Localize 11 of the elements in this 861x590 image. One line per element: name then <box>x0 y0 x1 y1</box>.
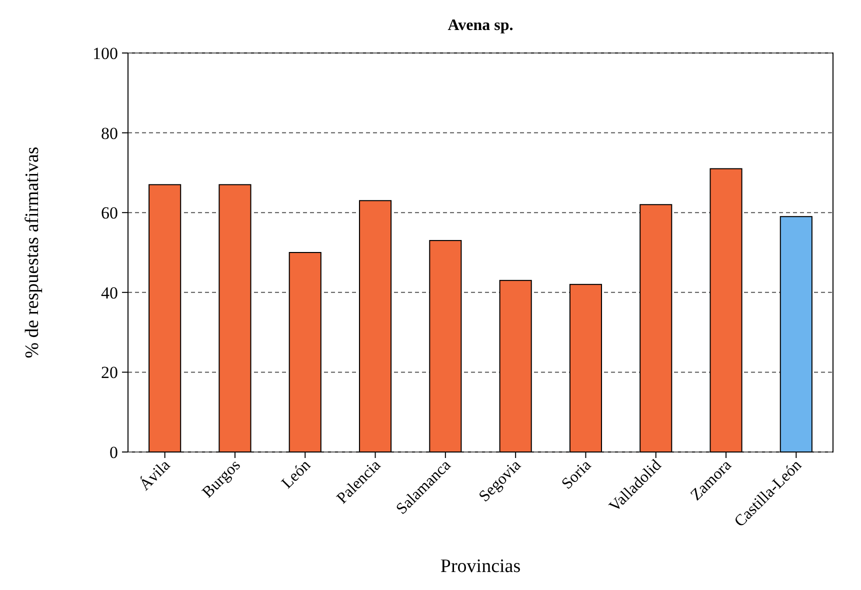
y-tick-label: 0 <box>110 442 118 462</box>
chart-title: Avena sp. <box>448 17 514 34</box>
y-axis-title: % de respuestas afirmativas <box>22 146 43 358</box>
y-tick-label: 20 <box>101 363 118 382</box>
y-tick-label: 60 <box>101 204 118 223</box>
x-tick-label: León <box>278 456 314 492</box>
y-tick-label: 80 <box>101 124 118 143</box>
x-axis-title: Provincias <box>440 556 521 577</box>
y-tick-label: 40 <box>101 283 118 302</box>
y-tick-label: 100 <box>92 44 118 63</box>
x-tick-label: Soria <box>558 456 595 493</box>
